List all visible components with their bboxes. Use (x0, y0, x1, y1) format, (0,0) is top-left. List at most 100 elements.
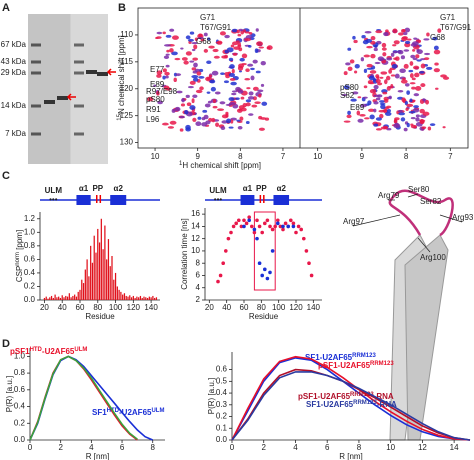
residue-label: Ser80 (408, 185, 430, 194)
nmr-peak (405, 107, 409, 111)
nmr-peak (179, 128, 184, 132)
y-tick-label: 1.2 (24, 214, 36, 223)
bar (114, 272, 117, 300)
bar (72, 295, 74, 300)
nmr-peak (240, 96, 245, 100)
bar (49, 297, 51, 300)
y-tick-label: 1.0 (14, 351, 26, 360)
nmr-peak (390, 52, 395, 57)
nmr-peak (383, 125, 389, 130)
nmr-peak (347, 66, 353, 72)
nmr-peak (398, 112, 406, 116)
point (247, 218, 251, 223)
nmr-peak (254, 101, 261, 104)
series-label-part: -RNA (374, 392, 394, 401)
nmr-peak (424, 52, 431, 56)
nmr-peak (400, 55, 406, 60)
point (283, 221, 288, 226)
bar (123, 293, 126, 300)
nmr-peak (189, 31, 195, 35)
bar (109, 266, 111, 300)
nmr-peak (245, 99, 252, 103)
nmr-peak (366, 45, 373, 49)
nmr-peak (185, 35, 191, 40)
nmr-peak (165, 75, 169, 79)
pp-mark (259, 195, 262, 203)
nmr-peak (197, 37, 205, 40)
panel-letter: A (2, 2, 10, 14)
x-tick-label: 7 (281, 152, 286, 161)
point (281, 224, 285, 229)
nmr-peak (406, 122, 410, 128)
nmr-peak (242, 29, 246, 33)
nmr-peak (195, 121, 202, 127)
y-axis-label: CSPnorm [ppm] (15, 230, 25, 282)
nmr-peak (373, 108, 377, 113)
nmr-peak (373, 47, 378, 52)
series-label-part: RRM123 (352, 353, 376, 359)
bar (47, 298, 49, 300)
bar (45, 296, 47, 300)
nmr-peak (379, 76, 384, 79)
nmr-peak (390, 74, 396, 77)
series-label-part: SF1-U2AF65 (306, 400, 354, 409)
series-label-part: SF1-U2AF65 (305, 353, 353, 362)
bar (122, 294, 124, 300)
bar (98, 242, 101, 300)
nmr-peak (379, 100, 385, 103)
nmr-peak (219, 101, 226, 105)
nmr-peak (368, 75, 375, 81)
bar (129, 295, 131, 300)
domain-label: ULM (209, 186, 227, 195)
x-tick-label: 7 (448, 152, 453, 161)
x-tick-label: 10 (313, 152, 322, 161)
nmr-peak (185, 94, 190, 99)
nmr-peak (409, 73, 414, 79)
nmr-peak (173, 77, 177, 83)
point (242, 224, 246, 229)
point (289, 218, 293, 223)
peak-label: R91 (146, 105, 161, 114)
nmr-peak (373, 45, 378, 48)
nmr-peak (187, 38, 194, 42)
point (252, 227, 257, 232)
bar (65, 295, 67, 300)
series-label: pSF1HTD-U2AF65ULM (10, 347, 87, 357)
nmr-peak (345, 62, 351, 66)
domain-label: α1 (243, 184, 253, 193)
residue-label: Arg93 (452, 213, 474, 222)
nmr-peak (261, 101, 268, 106)
marker-label: 14 kDa (1, 101, 27, 110)
point (263, 221, 267, 226)
bar (75, 296, 78, 300)
peak-label: G68 (196, 37, 212, 46)
peak-label: T67/G91 (200, 23, 232, 32)
nmr-peak (203, 32, 208, 37)
bar (93, 235, 95, 300)
pointer (417, 237, 431, 253)
nmr-peak (426, 32, 430, 37)
nmr-peak (199, 86, 204, 91)
nmr-peak (422, 98, 426, 102)
ladder-band (74, 71, 84, 75)
nmr-peak (237, 125, 243, 130)
x-tick-label: 14 (450, 443, 459, 452)
nmr-peak (181, 97, 185, 103)
nmr-peak (412, 48, 416, 52)
nmr-peak (228, 102, 236, 105)
point (278, 224, 283, 229)
nmr-peak (156, 90, 160, 96)
point (255, 218, 259, 223)
nmr-peak (367, 100, 372, 106)
nmr-peak (226, 118, 232, 124)
nmr-peak (247, 96, 255, 100)
bar (79, 289, 81, 300)
point (268, 224, 272, 229)
nmr-peak (166, 49, 170, 53)
nmr-peak (189, 80, 196, 85)
bar (88, 276, 90, 300)
nmr-peak (258, 46, 265, 49)
bar (43, 297, 46, 300)
y-tick-label: 0.8 (14, 368, 26, 377)
nmr-peak (410, 116, 416, 120)
